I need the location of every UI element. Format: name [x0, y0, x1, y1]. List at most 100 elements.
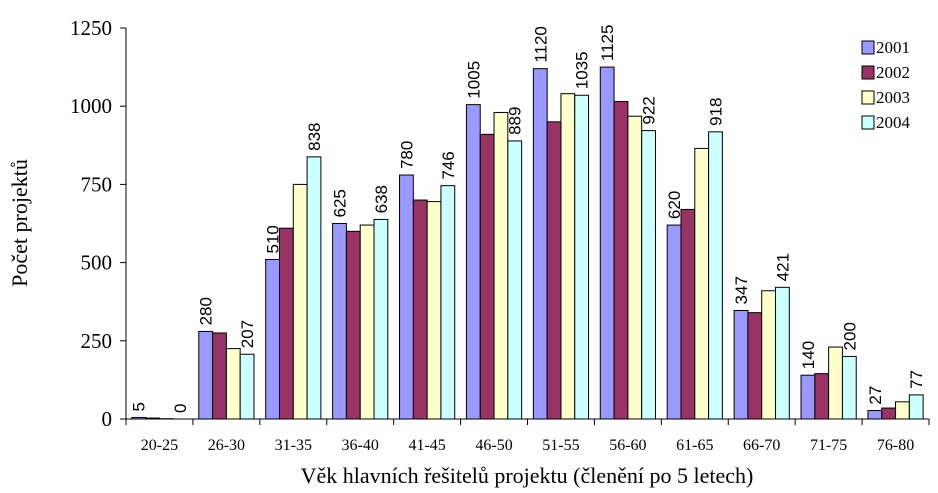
- data-label: 27: [866, 386, 885, 405]
- legend-swatch-2003: [861, 90, 875, 105]
- bar-2002-41-45: [412, 199, 428, 420]
- bar-2004-56-60: [641, 130, 656, 420]
- bar-2004-41-45: [440, 185, 456, 420]
- bar-2004-76-80: [908, 394, 924, 420]
- bar-2002-36-40: [345, 230, 361, 420]
- bar-2004-71-75: [841, 355, 857, 420]
- x-tick-label: 31-35: [275, 437, 312, 454]
- x-axis-title: Věk hlavních řešitelů projektu (členění …: [301, 463, 754, 488]
- bar-2001-71-75: [800, 374, 816, 420]
- data-label: 5: [130, 402, 149, 411]
- data-label: 1120: [531, 26, 550, 63]
- data-label: 1005: [464, 61, 483, 99]
- legend-label-2002: 2002: [876, 63, 910, 82]
- data-label: 280: [197, 297, 216, 325]
- bar-2004-51-55: [574, 94, 590, 420]
- bar-2004-31-35: [306, 156, 322, 420]
- data-label: 889: [506, 107, 525, 135]
- x-tick-label: 46-50: [475, 437, 512, 454]
- data-label: 620: [665, 191, 684, 219]
- bar-2002-56-60: [613, 101, 629, 420]
- bar-2003-31-35: [292, 183, 308, 420]
- bar-2004-26-30: [239, 353, 255, 420]
- bar-2002-61-65: [680, 208, 696, 420]
- data-label: 207: [238, 320, 257, 348]
- bar-2001-51-55: [532, 68, 548, 420]
- data-label: 510: [264, 225, 283, 253]
- bar-2003-26-30: [225, 348, 241, 420]
- bar-2001-36-40: [332, 223, 347, 420]
- data-label: 421: [773, 253, 792, 281]
- bar-2003-71-75: [828, 346, 843, 420]
- data-label: 200: [840, 322, 859, 350]
- bar-2003-76-80: [895, 401, 910, 420]
- bar-2003-36-40: [359, 224, 375, 420]
- y-tick-label: 1000: [70, 94, 112, 118]
- bar-2001-31-35: [265, 258, 280, 420]
- x-tick-label: 41-45: [408, 437, 445, 454]
- data-label: 746: [439, 151, 458, 179]
- bar-2001-41-45: [399, 174, 414, 420]
- x-tick-label: 61-65: [676, 437, 713, 454]
- data-label: 140: [799, 341, 818, 369]
- data-label: 922: [640, 96, 659, 124]
- data-label: 838: [305, 122, 324, 150]
- bar-2003-61-65: [694, 147, 710, 420]
- x-tick-label: 76-80: [877, 437, 914, 454]
- y-axis-title: Počet projektů: [7, 159, 32, 287]
- bar-2003-46-50: [493, 111, 509, 420]
- x-tick-label: 66-70: [743, 437, 780, 454]
- legend: 2001 2002 2003 2004: [861, 38, 911, 132]
- bar-2003-66-70: [761, 290, 777, 420]
- data-label: 780: [397, 141, 416, 169]
- bar-2002-51-55: [546, 121, 562, 420]
- bar-2001-61-65: [666, 224, 682, 420]
- legend-label-2001: 2001: [876, 38, 910, 57]
- bar-2002-31-35: [278, 227, 294, 420]
- bar-2002-26-30: [212, 332, 227, 420]
- x-tick-label: 36-40: [342, 437, 379, 454]
- legend-label-2003: 2003: [876, 88, 910, 107]
- legend-swatch-2001: [861, 40, 875, 55]
- y-tick-label: 1250: [70, 16, 112, 40]
- bar-2001-46-50: [465, 104, 481, 420]
- x-tick-label: 26-30: [208, 437, 245, 454]
- data-label: 1125: [598, 25, 617, 62]
- x-tick-label: 71-75: [810, 437, 847, 454]
- y-ticks: 0 250 500 750 1000 1250: [70, 16, 126, 431]
- x-tick-label: 56-60: [609, 437, 646, 454]
- data-label: 625: [331, 189, 350, 217]
- data-label: 347: [732, 276, 751, 304]
- bar-2004-46-50: [507, 140, 523, 420]
- bar-2002-76-80: [881, 407, 897, 420]
- bar-2003-56-60: [627, 115, 643, 420]
- legend-swatch-2002: [861, 65, 875, 80]
- data-label: 1035: [573, 51, 592, 89]
- bar-2002-71-75: [814, 373, 830, 420]
- bar-2003-51-55: [560, 93, 576, 420]
- data-label: 0: [171, 404, 190, 413]
- y-tick-label: 0: [102, 407, 113, 431]
- legend-label-2004: 2004: [876, 113, 911, 132]
- data-labels: 5 0 280 207 510 838 625 638 780 746 1005 889 1120 103…: [130, 25, 926, 413]
- y-tick-label: 750: [81, 172, 113, 196]
- data-label: 77: [907, 370, 926, 389]
- legend-swatch-2004: [861, 115, 875, 130]
- bar-2001-66-70: [733, 309, 749, 420]
- bar-2003-41-45: [426, 201, 442, 420]
- y-tick-label: 250: [81, 329, 113, 353]
- bar-2001-26-30: [198, 330, 214, 420]
- bar-2004-61-65: [708, 131, 723, 420]
- y-tick-label: 500: [81, 251, 113, 275]
- bar-2002-66-70: [747, 312, 763, 420]
- bar-2001-76-80: [867, 410, 883, 420]
- bar-2004-66-70: [775, 286, 790, 420]
- bar-2001-56-60: [599, 66, 615, 420]
- data-label: 918: [706, 97, 725, 125]
- bar-2004-36-40: [373, 218, 389, 420]
- bar-2002-46-50: [479, 133, 495, 420]
- x-ticks: 20-25 26-30 31-35 36-40 41-45 46-50 51-55 56-60…: [125, 419, 930, 454]
- x-tick-label: 20-25: [141, 437, 178, 454]
- data-label: 638: [372, 185, 391, 213]
